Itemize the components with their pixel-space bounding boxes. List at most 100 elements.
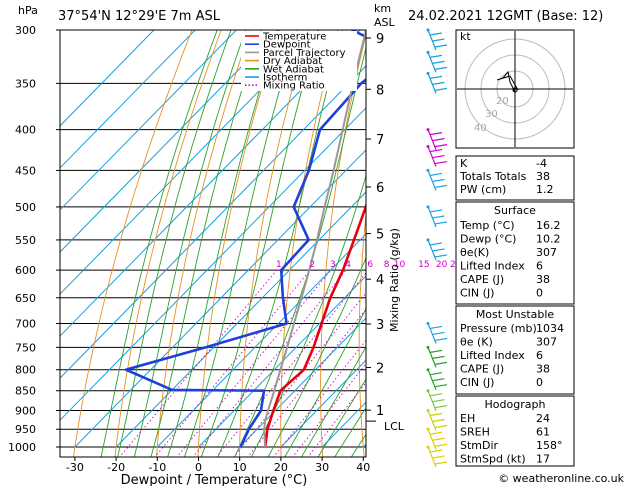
index-box [455, 201, 575, 305]
datetime-label: 24.02.2021 12GMT (Base: 12) [408, 9, 603, 24]
legend-label: Wet Adiabat [263, 64, 324, 75]
index-value: 1034 [536, 322, 564, 335]
index-label: PW (cm) [460, 183, 506, 196]
isotherm-line [156, 233, 366, 448]
mixing-ratio-line [307, 381, 366, 457]
index-value: 38 [536, 273, 550, 286]
index-value: -4 [536, 157, 547, 170]
isotherm-line [60, 30, 196, 169]
index-label: CAPE (J) [460, 273, 504, 286]
index-label: K [460, 157, 468, 170]
index-value: 0 [536, 287, 543, 300]
mixing-ratio-label: 10 [394, 260, 406, 270]
index-label: Totals Totals [459, 170, 527, 183]
dry-adiabat-line [156, 30, 251, 457]
wind-barb [426, 128, 448, 150]
km-tick-label: 5 [376, 228, 384, 243]
index-value: 10.2 [536, 233, 561, 246]
index-value: 38 [536, 363, 550, 376]
wet-adiabat-line [217, 30, 344, 457]
index-box [455, 395, 575, 467]
index-label: CIN (J) [460, 287, 494, 300]
wet-adiabat-line [133, 30, 247, 457]
isotherm-line [60, 30, 238, 211]
legend-label: Isotherm [263, 73, 307, 84]
pressure-tick-label: 1000 [8, 441, 36, 454]
wet-adiabat-line [200, 30, 320, 457]
legend-label: Dewpoint [263, 40, 311, 51]
mixing-ratio-label: 2 [309, 260, 315, 270]
mixing-ratio-line [192, 269, 347, 457]
location-label: 37°54'N 12°29'E 7m ASL [58, 9, 221, 24]
isotherm-line [60, 65, 366, 379]
isotherm-line [74, 149, 366, 448]
wet-adiabat-line [117, 30, 232, 457]
dry-adiabat-line [599, 6, 629, 464]
mixing-ratio-label: 20 [436, 260, 448, 270]
temperature-tick-label: 0 [195, 461, 202, 474]
wet-adiabat-line [317, 378, 366, 457]
copyright-label: © weatheronline.co.uk [498, 472, 624, 485]
index-label: Temp (°C) [459, 219, 515, 232]
pressure-tick-label: 850 [15, 385, 36, 398]
km-tick-label: 4 [376, 273, 384, 288]
wet-adiabat-line [300, 346, 366, 457]
wet-adiabat-line [100, 30, 218, 457]
index-box [455, 155, 575, 201]
hodograph: 40 30 20 kt [455, 29, 575, 149]
index-value: 6 [536, 349, 543, 362]
isotherm-line [115, 191, 366, 448]
temperature-tick-label: 20 [274, 461, 288, 474]
legend-label: Mixing Ratio [263, 81, 325, 92]
profile-lines [124, 30, 366, 448]
legend-label: Temperature [262, 32, 326, 43]
series-dewpoint [124, 30, 366, 448]
dry-adiabat-line [358, 210, 366, 457]
mixing-ratio-axis-title: Mixing Ratio (g/kg) [388, 228, 401, 332]
plot-frame [59, 29, 367, 458]
pressure-tick-label: 300 [15, 24, 36, 37]
mixing-ratio-label: 1 [276, 260, 282, 270]
wind-barb [426, 389, 448, 411]
pressure-tick-label: 900 [15, 405, 36, 418]
index-label: Lifted Index [460, 260, 525, 273]
index-value: 0 [536, 376, 543, 389]
hodograph-ring-label: 40 [474, 123, 487, 134]
wind-barbs [426, 28, 448, 468]
index-value: 1.2 [536, 183, 554, 196]
index-label: CIN (J) [460, 376, 494, 389]
pressure-tick-label: 650 [15, 292, 36, 305]
index-label: Lifted Index [460, 349, 525, 362]
pressure-tick-label: 750 [15, 341, 36, 354]
hodograph-storm-motion [512, 87, 518, 93]
index-label: Dewp (°C) [460, 233, 516, 246]
dry-adiabat-line [433, 6, 460, 464]
index-label: θe (K) [460, 336, 493, 349]
km-tick-label: 2 [376, 362, 384, 377]
index-box [455, 305, 575, 395]
wet-adiabat-line [150, 30, 262, 457]
wet-adiabat-line [234, 46, 366, 457]
dry-adiabat-line [397, 6, 431, 464]
temperature-tick-label: 10 [233, 461, 247, 474]
wet-adiabat-line [334, 406, 366, 457]
index-label: θe(K) [460, 246, 489, 259]
temperature-tick-label: -30 [66, 461, 84, 474]
mixing-ratio-label: 15 [418, 260, 429, 270]
km-tick-label: 3 [376, 318, 384, 333]
index-label: StmDir [460, 439, 499, 452]
hpa-label: hPa [18, 4, 38, 17]
x-axis-title: Dewpoint / Temperature (°C) [121, 473, 308, 486]
isotherm-line [198, 275, 366, 448]
wet-adiabat-line [284, 307, 366, 457]
mixing-ratio-label: 6 [367, 260, 373, 270]
index-value: 6 [536, 260, 543, 273]
index-value: 158° [536, 439, 563, 452]
mixing-ratio-line [176, 269, 332, 457]
index-section-title: Hodograph [485, 398, 546, 411]
pressure-tick-label: 950 [15, 423, 36, 436]
km-tick-label: 7 [376, 133, 384, 148]
mixing-ratio-label: 8 [384, 260, 390, 270]
index-label: CAPE (J) [460, 363, 504, 376]
